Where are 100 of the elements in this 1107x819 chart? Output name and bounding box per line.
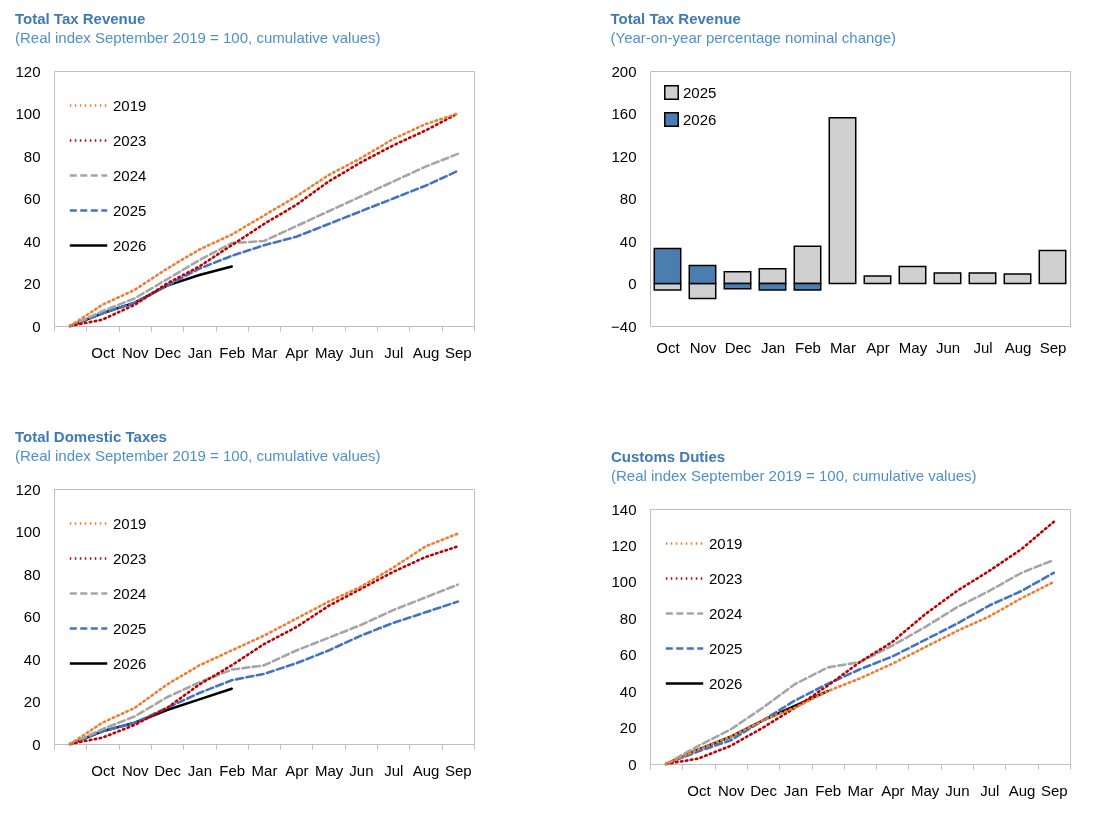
x-tick-label: May <box>314 343 344 361</box>
legend-label: 2023 <box>709 569 743 587</box>
x-tick-label: Sep <box>444 343 472 361</box>
legend-label: 2025 <box>683 83 717 101</box>
legend-label: 2025 <box>709 639 743 657</box>
x-tick-label: Aug <box>1004 338 1032 356</box>
x-tick-label: Nov <box>717 781 746 799</box>
chart-title: Total Tax Revenue <box>14 10 146 27</box>
legend-label: 2023 <box>113 131 147 149</box>
x-tick-label: Feb <box>219 343 246 361</box>
legend-label: 2025 <box>113 619 147 637</box>
y-tick-label: 0 <box>628 275 637 292</box>
y-tick-label: 80 <box>619 609 637 627</box>
y-tick-label: 80 <box>23 565 41 583</box>
legend-label: 2019 <box>113 514 147 532</box>
legend-label: 2026 <box>113 236 147 254</box>
chart-title: Total Domestic Taxes <box>14 428 167 445</box>
y-tick-label: 60 <box>23 608 41 625</box>
chart-title: Customs Duties <box>610 448 726 465</box>
y-tick-label: 80 <box>619 190 637 207</box>
y-tick-label: −40 <box>611 317 637 335</box>
x-tick-label: Feb <box>219 761 246 779</box>
x-tick-label: Oct <box>91 761 116 779</box>
legend-label: 2019 <box>113 96 147 114</box>
x-tick-label: Nov <box>689 338 717 356</box>
x-tick-label: Apr <box>881 781 905 799</box>
x-tick-label: Jul <box>384 761 404 779</box>
y-tick-label: 40 <box>619 232 637 250</box>
x-tick-label: Sep <box>1039 338 1067 356</box>
x-tick-label: Aug <box>412 761 440 779</box>
x-tick-label: Aug <box>1008 781 1036 799</box>
y-tick-label: 120 <box>15 62 41 80</box>
chart-subtitle: (Real index September 2019 = 100, cumulative values) <box>610 467 977 484</box>
x-tick-label: Oct <box>91 343 116 361</box>
y-tick-label: 40 <box>23 650 41 668</box>
x-tick-label: Oct <box>656 338 681 356</box>
y-tick-label: 80 <box>23 147 41 165</box>
x-tick-label: Aug <box>412 343 440 361</box>
y-tick-label: 120 <box>611 536 637 554</box>
x-tick-label: Oct <box>687 781 712 799</box>
legend-label: 2023 <box>113 549 147 567</box>
y-tick-label: 20 <box>23 275 41 292</box>
legend-label: 2026 <box>709 674 743 692</box>
y-tick-label: 200 <box>611 62 637 80</box>
x-tick-label: Mar <box>830 338 856 356</box>
x-tick-label: Jan <box>187 761 212 779</box>
x-tick-label: Jul <box>973 338 993 356</box>
x-tick-label: Jun <box>349 343 374 361</box>
x-tick-label: Nov <box>121 761 150 779</box>
x-tick-label: Apr <box>285 343 309 361</box>
x-tick-label: Nov <box>121 343 150 361</box>
y-tick-label: 60 <box>23 190 41 207</box>
legend-label: 2026 <box>683 110 717 128</box>
y-tick-label: 100 <box>15 523 41 540</box>
x-tick-label: Jun <box>945 781 970 799</box>
y-tick-label: 160 <box>611 105 637 122</box>
x-tick-label: Jul <box>980 781 1000 799</box>
chart-title: Total Tax Revenue <box>610 10 741 27</box>
y-tick-label: 100 <box>611 573 637 591</box>
y-tick-label: 120 <box>15 480 41 498</box>
y-tick-label: 0 <box>32 735 41 753</box>
legend-label: 2024 <box>113 166 147 184</box>
x-tick-label: Sep <box>1040 781 1068 799</box>
x-tick-label: Dec <box>724 338 752 356</box>
y-tick-label: 40 <box>619 682 637 700</box>
legend-label: 2024 <box>113 584 147 602</box>
y-tick-label: 0 <box>32 317 41 335</box>
x-tick-label: Apr <box>866 338 890 356</box>
x-tick-label: Dec <box>154 343 182 361</box>
x-tick-label: Jul <box>384 343 404 361</box>
y-tick-label: 40 <box>23 232 41 250</box>
x-tick-label: May <box>910 781 940 799</box>
x-tick-label: Feb <box>795 338 821 356</box>
y-tick-label: 20 <box>23 693 41 710</box>
x-tick-label: Mar <box>847 781 874 799</box>
x-tick-label: May <box>898 338 928 356</box>
y-tick-label: 120 <box>611 147 637 165</box>
x-tick-label: Dec <box>154 761 182 779</box>
x-tick-label: Jan <box>187 343 212 361</box>
x-tick-label: Jun <box>935 338 961 356</box>
x-tick-label: May <box>314 761 344 779</box>
y-tick-label: 20 <box>619 719 637 737</box>
chart-subtitle: (Year-on-year percentage nominal change) <box>610 29 897 46</box>
legend-label: 2025 <box>113 201 147 219</box>
x-tick-label: Mar <box>251 761 278 779</box>
x-tick-label: Jan <box>760 338 786 356</box>
chart-subtitle: (Real index September 2019 = 100, cumulative values) <box>14 29 381 46</box>
y-tick-label: 140 <box>611 500 637 518</box>
legend-label: 2026 <box>113 654 147 672</box>
x-tick-label: Apr <box>285 761 309 779</box>
legend-label: 2024 <box>709 604 743 622</box>
y-tick-label: 60 <box>619 646 637 664</box>
chart-subtitle: (Real index September 2019 = 100, cumulative values) <box>14 447 381 464</box>
x-tick-label: Jun <box>349 761 374 779</box>
y-tick-label: 100 <box>15 105 41 122</box>
y-tick-label: 0 <box>628 755 637 773</box>
x-tick-label: Jan <box>783 781 808 799</box>
x-tick-label: Mar <box>251 343 278 361</box>
x-tick-label: Feb <box>815 781 842 799</box>
legend-label: 2019 <box>709 534 743 552</box>
